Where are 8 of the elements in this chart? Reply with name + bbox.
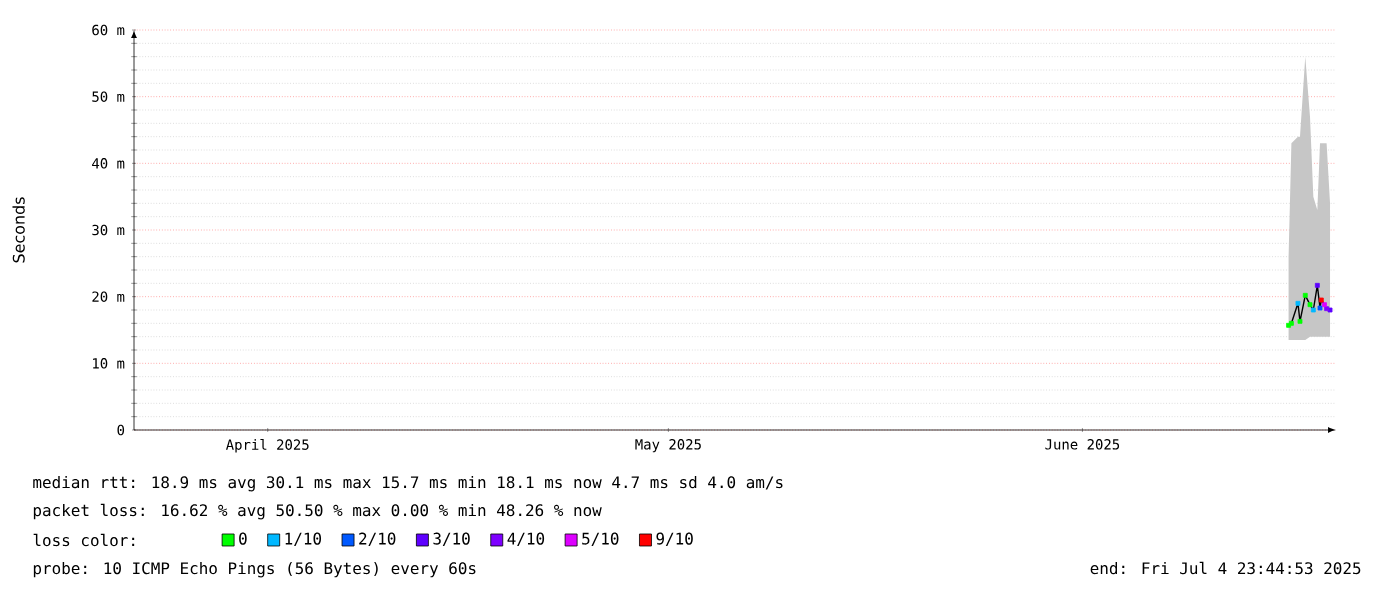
point [1314,282,1320,288]
point [1310,307,1316,313]
point [1295,300,1301,306]
point [1307,302,1313,308]
point [1318,297,1324,303]
point [1297,318,1303,324]
point [1302,292,1308,298]
point [1317,305,1323,311]
